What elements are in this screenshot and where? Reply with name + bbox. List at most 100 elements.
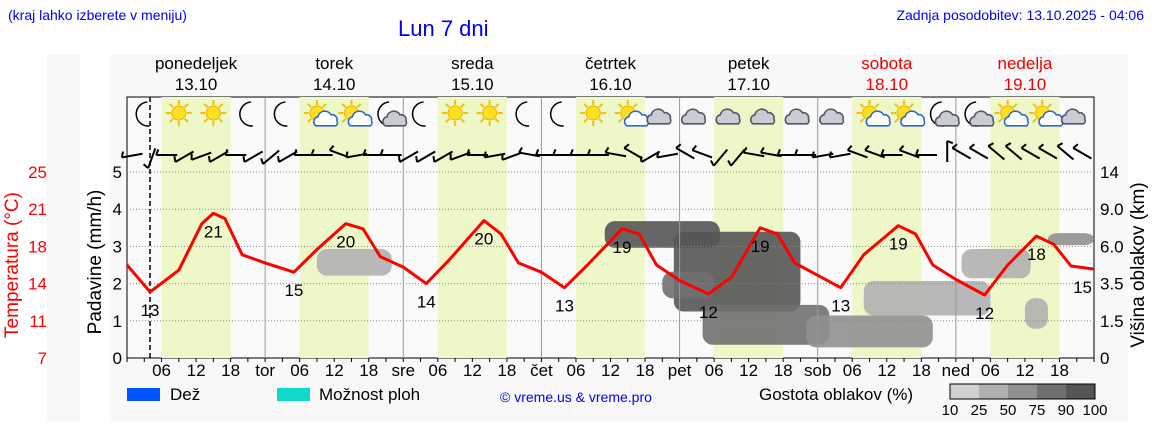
day-name: petek [728,54,770,73]
wind-barb [1072,147,1092,160]
wind-barb-flag [155,149,160,156]
wind-barb [1038,147,1058,160]
wind-barb [656,152,679,159]
wind-barb-flag [709,159,715,167]
wind-barb-flag [1038,143,1045,149]
hour-tick: 18 [221,361,240,380]
daylight-band [990,97,1060,358]
hour-tick: 12 [325,361,344,380]
hour-tick: 06 [428,361,447,380]
hour-tick: 18 [359,361,378,380]
moon-icon [549,101,564,127]
wind-barb [147,148,157,169]
density-swatch [950,384,979,399]
hour-tick: 18 [1050,361,1069,380]
cloud-height-tick: 1.5 [1100,312,1124,331]
temp-data-label: 20 [474,230,493,249]
temp-axis-tick: 18 [28,237,47,256]
wind-barb-flag [466,149,471,156]
wind-barb-flag [552,149,557,156]
wind-barb [712,148,729,167]
cloud-layer [316,249,392,276]
hour-tick: 06 [567,361,586,380]
copyright-link: © vreme.us & vreme.pro [500,389,652,405]
wind-barb-flag [432,155,436,163]
day-name: torek [315,54,353,73]
sun-cloud-icon [891,100,926,127]
day-abbr-tick: sob [804,361,831,380]
day-abbr-tick: tor [255,361,275,380]
hour-tick: 06 [290,361,309,380]
temp-data-label: 19 [613,238,632,257]
wind-barb-flag [397,155,401,163]
wind-barb-flag [623,143,630,149]
wind-barb-flag [864,145,870,151]
temp-data-label: 18 [1027,245,1046,264]
wind-barb-flag [898,145,905,151]
sun-icon [580,100,607,126]
sun-cloud-icon [614,100,650,127]
wind-barb [399,150,419,163]
hour-tick: 06 [705,361,724,380]
density-swatch [1008,384,1037,399]
cloud-density-label: Gostota oblakov (%) [759,385,913,404]
cloud-layer [961,249,1031,279]
day-abbr-tick: ned [942,361,970,380]
day-name: ponedeljek [155,54,238,73]
wind-barb [743,151,765,158]
wind-barb-flag [951,143,958,149]
sun-icon [442,100,469,126]
cloud-icon [819,108,845,125]
region-hint-link[interactable]: (kraj lahko izberete v meniju) [8,7,187,23]
wind-barb-flag [569,149,574,156]
wind-barb [987,145,1006,161]
wind-barb [262,149,280,165]
wind-barb [1020,147,1041,160]
cloud-icon [646,108,672,125]
hour-tick: 12 [187,361,206,380]
wind-barb-flag [987,142,995,147]
temp-axis-tick: 21 [28,200,47,219]
wind-barb-flag [293,149,298,156]
density-swatch [1037,384,1066,399]
wind-barb [1004,145,1023,161]
hour-tick: 12 [463,361,482,380]
cloud-icon [715,108,741,125]
day-date: 14.10 [313,75,356,94]
wind-barb-flag [946,140,954,145]
day-abbr-tick: sre [391,361,415,380]
wind-barb [191,151,212,161]
wind-barb-flag [207,155,211,163]
daylight-band [161,97,231,358]
density-scale-border [949,383,1096,400]
wind-barb-flag [727,159,732,167]
wind-barb-flag [776,149,781,156]
wind-barb [641,150,661,163]
cloud-icon [680,108,707,125]
density-level-label: 100 [1082,402,1107,419]
precip-axis-tick: 1 [113,312,122,331]
hour-tick: 18 [636,361,655,380]
wind-barb-flag [328,145,335,151]
sun-icon [476,100,503,126]
wind-barb [675,147,695,160]
hour-tick: 12 [739,361,758,380]
hour-tick: 06 [152,361,171,380]
wind-barb-flag [1072,143,1079,149]
wind-barb-flag [345,151,349,158]
wind-barb-flag [880,149,885,156]
wind-barb [121,152,143,159]
wind-barb [899,149,920,159]
precip-axis-tick: 3 [113,237,122,256]
cloud-height-tick: 14 [1100,163,1119,182]
wind-barb [864,149,886,159]
sun-cloud-icon [303,100,339,127]
wind-barb-flag [586,149,591,156]
sun-cloud-icon [338,100,373,127]
wind-barb-flag [969,143,975,149]
wind-barb [951,147,972,160]
day-name: nedelja [998,54,1053,73]
temp-data-label: 20 [336,233,355,252]
wind-barb-flag [260,157,264,165]
